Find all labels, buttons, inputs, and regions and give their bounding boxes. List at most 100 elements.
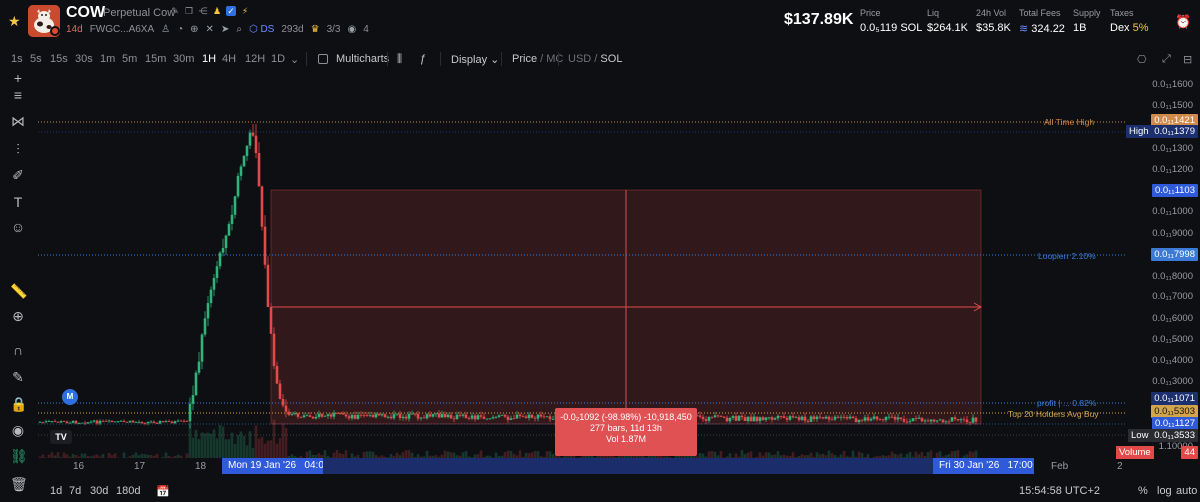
tf-1m[interactable]: 1m — [100, 53, 116, 65]
volume-bar — [644, 457, 648, 458]
marker-badge[interactable]: M — [62, 389, 78, 405]
volume-bar — [281, 423, 285, 458]
tf-1d[interactable]: 1D — [271, 53, 286, 65]
candle-body — [872, 416, 876, 419]
volume-bar — [338, 453, 342, 458]
range-30d[interactable]: 30d — [90, 485, 109, 497]
text-icon[interactable]: T — [13, 194, 23, 210]
favorite-star-icon[interactable]: ★ — [8, 13, 21, 29]
lightning-icon[interactable]: ⚡ — [241, 6, 249, 16]
auto-toggle[interactable]: auto — [1176, 485, 1198, 497]
trash-icon[interactable]: 🗑 — [10, 476, 28, 492]
emoji-icon[interactable]: ☺ — [10, 219, 26, 235]
tf-4h[interactable]: 4H — [222, 53, 237, 65]
lock-drawing-icon[interactable]: ✎ — [12, 369, 24, 385]
price-chart[interactable] — [38, 76, 1126, 458]
copy-icon[interactable]: ❐ — [184, 6, 194, 16]
date-axis[interactable]: 16 17 18 20 21 22 23 24 25 26 27 28 29 F… — [38, 458, 1126, 474]
camera-icon[interactable]: ⎔ — [1137, 54, 1147, 66]
crosshair-icon[interactable]: + — [13, 70, 23, 86]
candles-icon[interactable]: ⫼ — [397, 53, 403, 65]
candle-body — [509, 418, 513, 420]
link-icon[interactable]: ⛓ — [10, 448, 28, 464]
verified-icon[interactable]: ✓ — [226, 6, 236, 16]
eye-icon[interactable]: ◉ — [347, 24, 357, 35]
candle-body — [155, 423, 159, 424]
tf-30s[interactable]: 30s — [75, 53, 93, 65]
pattern-icon[interactable]: ⋈ — [11, 113, 25, 129]
percent-toggle[interactable]: % — [1138, 485, 1148, 497]
volume-bar — [473, 454, 477, 458]
fib-icon[interactable]: ⫶ — [16, 141, 20, 157]
timer-icon[interactable]: ◔ — [177, 24, 184, 35]
volume-bar — [857, 451, 861, 458]
dexscreener-icon[interactable]: ⬡ DS — [248, 24, 275, 35]
volume-bar — [56, 452, 60, 458]
candle-body — [737, 415, 741, 421]
selection-start-date[interactable]: Mon 19 Jan '26 04:00 — [222, 458, 329, 474]
web-icon[interactable]: ⊕ — [190, 24, 199, 35]
range-180d[interactable]: 180d — [116, 485, 141, 497]
edit-icon[interactable]: ✎ — [171, 6, 179, 16]
measure-icon[interactable] — [10, 281, 26, 297]
tf-15m[interactable]: 15m — [145, 53, 167, 65]
tf-30m[interactable]: 30m — [173, 53, 195, 65]
lines-icon[interactable]: ≡ — [13, 87, 23, 103]
tf-1h[interactable]: 1H — [202, 53, 217, 65]
search-icon[interactable]: ⌕ — [236, 24, 242, 35]
candle-body — [536, 414, 540, 419]
zoom-icon[interactable]: ⊕ — [12, 308, 24, 324]
range-7d[interactable]: 7d — [69, 485, 82, 497]
share-icon[interactable]: ⋲ — [198, 6, 208, 16]
multicharts-checkbox[interactable] — [318, 54, 328, 64]
lock-icon[interactable]: 🔒 — [10, 396, 28, 412]
candle-body — [143, 423, 147, 424]
log-toggle[interactable]: log — [1157, 485, 1172, 497]
tf-1s[interactable]: 1s — [11, 53, 23, 65]
x-icon[interactable]: ✕ — [205, 24, 214, 35]
display-menu[interactable]: Display ⌄ — [451, 53, 499, 66]
candle-body — [824, 416, 828, 419]
candle-body — [428, 414, 432, 417]
stat-label: Total Fees — [1019, 8, 1061, 18]
community-icon[interactable]: ♟ — [212, 6, 222, 16]
volume-bar — [263, 443, 267, 458]
selection-end-date[interactable]: Fri 30 Jan '26 17:00 — [933, 458, 1034, 474]
tf-12h[interactable]: 12H — [245, 53, 266, 65]
candle-body — [161, 421, 165, 423]
tf-5s[interactable]: 5s — [30, 53, 42, 65]
telegram-icon[interactable]: ➤ — [220, 24, 230, 35]
volume-bar — [524, 452, 528, 458]
candle-body — [785, 418, 789, 420]
volume-bar — [188, 424, 192, 458]
token-address[interactable]: FWGC...A6XA — [89, 24, 155, 35]
candle-body — [374, 413, 378, 418]
candle-body — [722, 416, 726, 418]
tf-dropdown-chevron-icon[interactable]: ⌄ — [290, 54, 300, 66]
indicators-icon[interactable]: ƒ — [420, 53, 427, 65]
candle-body — [488, 418, 492, 420]
collapse-icon[interactable]: ⊟ — [1183, 54, 1193, 66]
magnet-icon[interactable]: ∩ — [12, 342, 24, 358]
multicharts-label[interactable]: Multicharts — [336, 53, 390, 65]
expand-icon[interactable]: ⤢ — [1162, 53, 1171, 65]
candle-body — [296, 413, 300, 417]
candle-body — [353, 414, 357, 419]
brush-icon[interactable]: ✐ — [12, 167, 24, 183]
visibility-icon[interactable]: ◉ — [11, 422, 25, 438]
price-mc-toggle[interactable]: Price / MC — [512, 53, 563, 65]
currency-toggle[interactable]: USD / SOL — [568, 53, 622, 65]
candle-body — [419, 417, 423, 419]
range-1d[interactable]: 1d — [50, 485, 63, 497]
token-logo[interactable] — [28, 5, 60, 37]
volume-bar — [149, 454, 153, 458]
price-axis[interactable]: 0.0₁₁1600 0.0₁₁1500 0.0₁₁1300 0.0₁₁1200 … — [1126, 76, 1200, 459]
tradingview-logo-icon[interactable]: TV — [50, 430, 72, 444]
alarm-icon[interactable]: ⏰ — [1175, 14, 1192, 29]
calendar-icon[interactable]: 📅 — [156, 486, 170, 498]
clock-time[interactable]: 15:54:58 UTC+2 — [1019, 485, 1101, 497]
tf-15s[interactable]: 15s — [50, 53, 68, 65]
user-icon[interactable]: ♙ — [161, 24, 171, 35]
ruler-icon[interactable]: 📏 — [10, 283, 28, 299]
tf-5m[interactable]: 5m — [122, 53, 138, 65]
